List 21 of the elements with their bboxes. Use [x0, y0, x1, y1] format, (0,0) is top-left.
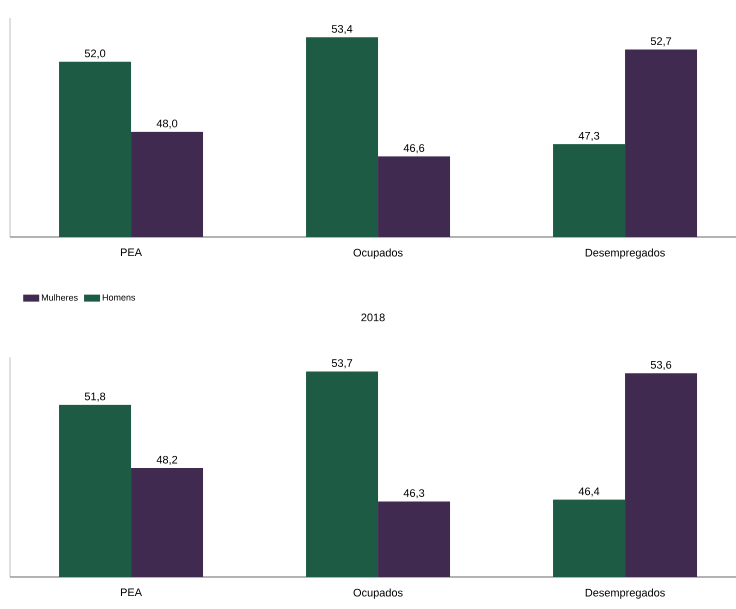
x-tick-label: Desempregados	[586, 588, 665, 599]
data-label: 52,0	[84, 50, 106, 59]
x-tick-label: Desempregados	[586, 248, 665, 259]
x-tick-label: PEA	[120, 248, 142, 256]
data-label: 48,0	[156, 120, 178, 129]
data-label: 46,4	[578, 487, 600, 496]
data-label: 52,7	[650, 37, 672, 46]
data-label: 53,6	[650, 360, 672, 370]
data-label: 46,6	[404, 144, 424, 154]
chart-title: 2018	[361, 314, 385, 322]
data-label: 53,4	[332, 25, 352, 34]
legend-label: Mulheres	[42, 294, 78, 301]
x-tick-label: Ocupados	[354, 248, 403, 259]
data-label: 48,2	[156, 456, 178, 465]
data-label: 46,3	[404, 489, 424, 498]
data-label: 47,3	[578, 132, 600, 141]
x-tick-label: PEA	[120, 588, 142, 596]
data-label: 53,7	[332, 359, 352, 368]
data-label: 51,8	[84, 392, 106, 402]
legend-label: Homens	[102, 294, 136, 301]
x-tick-label: Ocupados	[354, 588, 403, 599]
